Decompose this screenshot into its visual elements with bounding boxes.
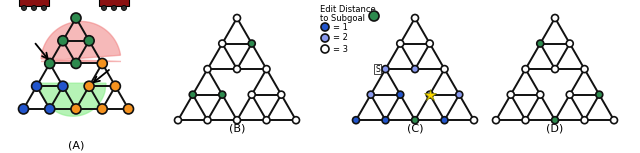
- Text: (C): (C): [407, 123, 423, 133]
- Circle shape: [537, 40, 544, 47]
- Circle shape: [71, 13, 81, 23]
- Text: to Subgoal: to Subgoal: [320, 14, 365, 23]
- Circle shape: [353, 117, 360, 124]
- Circle shape: [219, 91, 226, 98]
- Circle shape: [84, 36, 94, 46]
- Text: S: S: [375, 65, 380, 74]
- Circle shape: [321, 23, 329, 31]
- Circle shape: [22, 6, 26, 11]
- Circle shape: [456, 91, 463, 98]
- Circle shape: [382, 117, 389, 124]
- Circle shape: [611, 117, 618, 124]
- Circle shape: [263, 117, 270, 124]
- Circle shape: [31, 6, 36, 11]
- Bar: [19, 0, 49, 6]
- Text: = 1: = 1: [333, 22, 348, 32]
- Text: (B): (B): [229, 123, 245, 133]
- Circle shape: [426, 91, 433, 98]
- Circle shape: [71, 58, 81, 68]
- Circle shape: [234, 66, 241, 73]
- Circle shape: [412, 15, 419, 22]
- Circle shape: [581, 117, 588, 124]
- Circle shape: [566, 91, 573, 98]
- Circle shape: [292, 117, 300, 124]
- Text: = 2: = 2: [333, 34, 348, 43]
- Text: = 3: = 3: [333, 45, 348, 54]
- Text: (D): (D): [547, 123, 564, 133]
- Circle shape: [175, 117, 182, 124]
- Circle shape: [278, 91, 285, 98]
- Circle shape: [45, 58, 55, 68]
- Circle shape: [19, 104, 29, 114]
- Circle shape: [234, 15, 241, 22]
- Circle shape: [58, 81, 68, 91]
- Circle shape: [581, 66, 588, 73]
- Circle shape: [189, 91, 196, 98]
- Bar: [99, 0, 129, 6]
- Circle shape: [31, 81, 42, 91]
- Polygon shape: [41, 21, 121, 62]
- Circle shape: [426, 40, 433, 47]
- Circle shape: [97, 58, 108, 68]
- Circle shape: [110, 81, 120, 91]
- Circle shape: [537, 91, 544, 98]
- Circle shape: [552, 117, 559, 124]
- Circle shape: [441, 66, 448, 73]
- Circle shape: [566, 40, 573, 47]
- Circle shape: [102, 6, 106, 11]
- Circle shape: [321, 34, 329, 42]
- Circle shape: [248, 91, 255, 98]
- Circle shape: [263, 66, 270, 73]
- Circle shape: [508, 91, 515, 98]
- Circle shape: [58, 36, 68, 46]
- Circle shape: [493, 117, 499, 124]
- Circle shape: [412, 117, 419, 124]
- Circle shape: [397, 91, 404, 98]
- Circle shape: [234, 117, 241, 124]
- Circle shape: [321, 45, 329, 53]
- Text: (A): (A): [68, 140, 84, 150]
- Circle shape: [522, 66, 529, 73]
- Circle shape: [470, 117, 477, 124]
- Circle shape: [122, 6, 127, 11]
- Circle shape: [552, 66, 559, 73]
- Circle shape: [124, 104, 134, 114]
- Circle shape: [71, 104, 81, 114]
- Circle shape: [522, 117, 529, 124]
- Circle shape: [397, 40, 404, 47]
- Circle shape: [204, 117, 211, 124]
- Circle shape: [248, 40, 255, 47]
- Polygon shape: [40, 83, 106, 116]
- Circle shape: [412, 66, 419, 73]
- Circle shape: [204, 66, 211, 73]
- Circle shape: [596, 91, 603, 98]
- Circle shape: [97, 104, 108, 114]
- Circle shape: [369, 11, 379, 21]
- Circle shape: [45, 104, 55, 114]
- Circle shape: [382, 66, 389, 73]
- Circle shape: [552, 15, 559, 22]
- Circle shape: [111, 6, 116, 11]
- Text: Edit Distance: Edit Distance: [320, 5, 376, 14]
- Circle shape: [84, 81, 94, 91]
- Circle shape: [441, 117, 448, 124]
- Circle shape: [219, 40, 226, 47]
- Circle shape: [367, 91, 374, 98]
- Circle shape: [42, 6, 47, 11]
